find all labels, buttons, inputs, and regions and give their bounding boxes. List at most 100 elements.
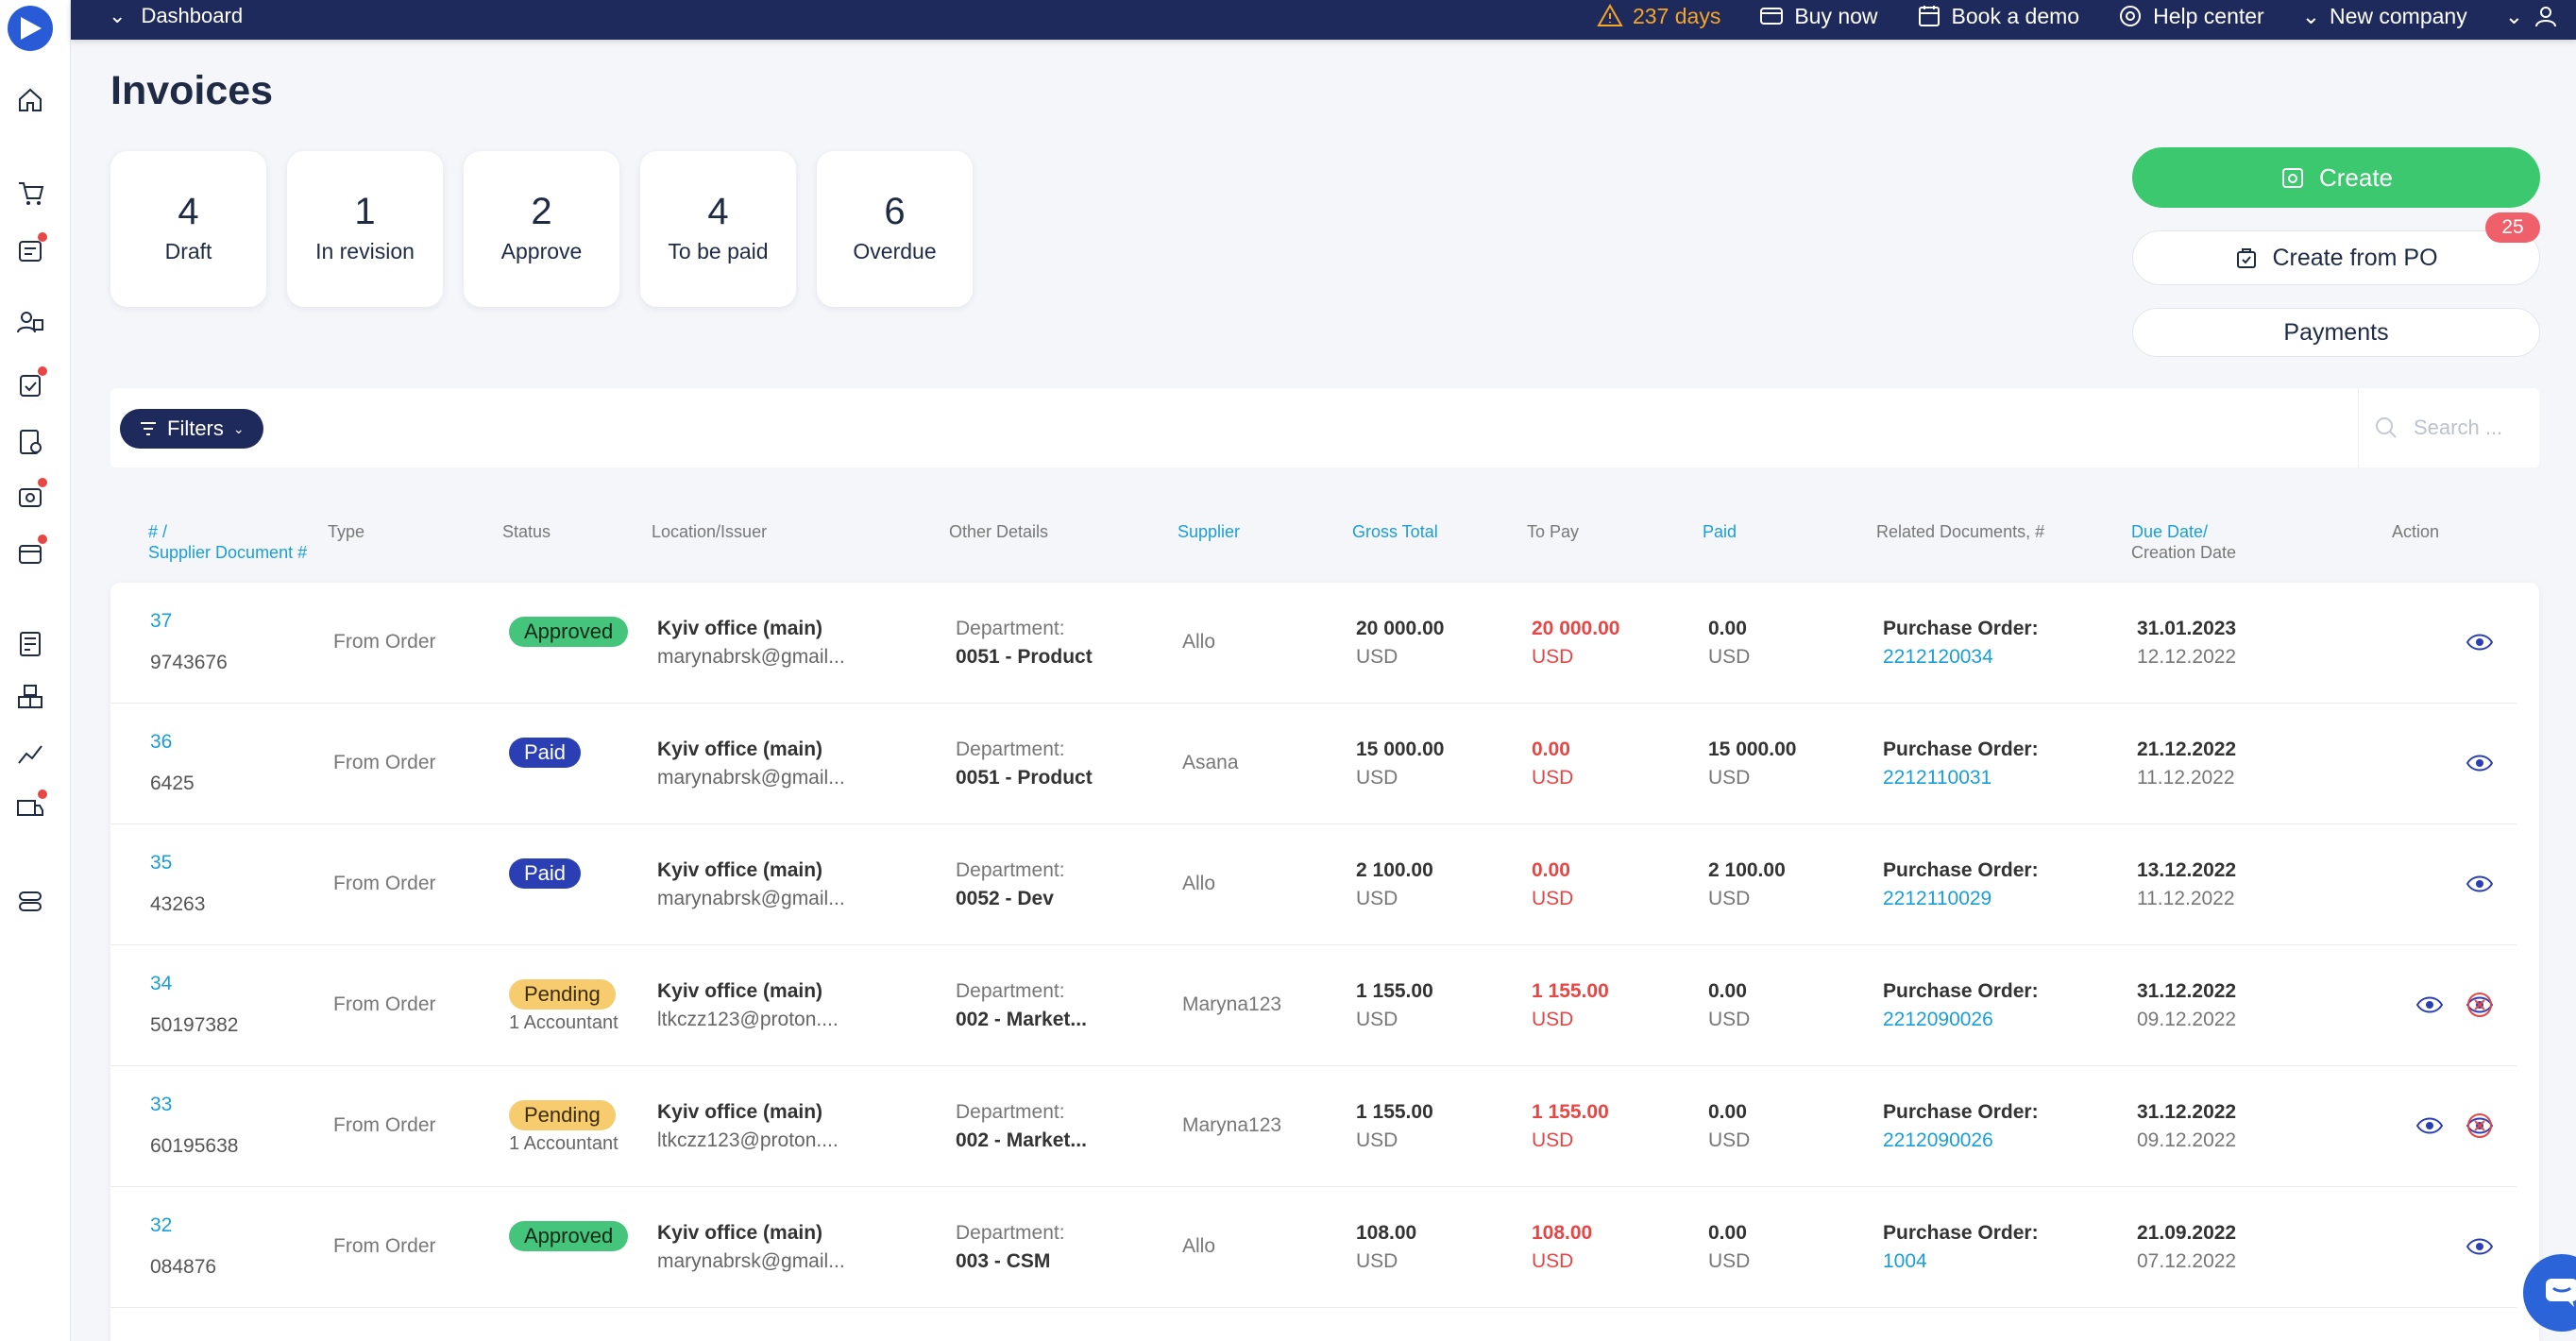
search-icon [2376,417,2397,438]
cart-icon[interactable] [15,178,45,208]
location-cell: Kyiv office (main) ltkczz123@proton.... [657,1098,839,1155]
location-cell: Kyiv office (main) marynabrsk@gmail... [657,615,845,671]
view-eye-icon[interactable] [2466,628,2494,656]
to-pay-amount: 20 000.00 [1532,618,1620,639]
trial-warning[interactable]: 237 days [1597,3,1720,29]
table-row[interactable]: 35 43263 From Order Paid Kyiv office (main) m… [110,824,2517,945]
table-row[interactable]: 33 60195638 From Order Pending 1 Accountant K… [110,1066,2517,1187]
department-value: 003 - CSM [956,1250,1051,1272]
department-label: Department: [956,1222,1065,1244]
type-cell: From Order [333,873,436,894]
app-logo[interactable] [8,6,53,51]
buy-now-link[interactable]: Buy now [1758,3,1878,29]
status-badge: Paid [509,738,582,768]
settings-icon[interactable] [15,886,45,916]
purchase-order-link[interactable]: 2212110029 [1883,888,1992,909]
to-pay-currency: USD [1532,888,1574,909]
gross-total-cell: 20 000.00 USD [1356,615,1444,671]
requests-icon[interactable] [15,232,47,266]
search-input[interactable]: Search ... [2358,388,2539,467]
stat-card-to-be-paid[interactable]: 4 To be paid [640,151,796,307]
user-menu[interactable]: ⌄ [2505,3,2559,29]
invoice-id-link[interactable]: 34 [150,973,173,994]
create-button[interactable]: Create [2132,147,2540,208]
col-gross-total[interactable]: Gross Total [1352,522,1438,541]
chat-icon [2546,1279,2576,1307]
status-badge: Paid [509,858,582,889]
other-details-cell: Department: 0051 - Product [956,615,1093,671]
invoice-id-link[interactable]: 35 [150,852,173,874]
col-number[interactable]: # / Supplier Document # [148,522,308,562]
invoice-id-link[interactable]: 36 [150,731,173,753]
supplier-document-number: 43263 [150,893,206,915]
to-pay-currency: USD [1532,1009,1574,1030]
invoice-id-link[interactable]: 37 [150,610,173,632]
supplier-document-number: 084876 [150,1256,217,1278]
payments-button[interactable]: Payments [2132,308,2540,357]
invoices-icon[interactable] [15,478,47,512]
gross-total-cell: 2 100.00 USD [1356,857,1433,913]
company-selector[interactable]: ⌄ New company [2302,4,2467,29]
col-paid[interactable]: Paid [1703,522,1737,541]
view-eye-icon[interactable] [2415,1112,2444,1140]
invoice-id-link[interactable]: 33 [150,1094,173,1115]
purchase-order-link[interactable]: 1004 [1883,1250,1927,1272]
view-eye-icon[interactable] [2466,1232,2494,1261]
reject-x-icon[interactable] [2466,991,2494,1019]
stat-card-overdue[interactable]: 6 Overdue [817,151,973,307]
analytics-icon[interactable] [15,738,45,769]
location-cell: Kyiv office (main) marynabrsk@gmail... [657,736,845,792]
table-row[interactable]: 36 6425 From Order Paid Kyiv office (main) ma… [110,704,2517,824]
book-demo-link[interactable]: Book a demo [1916,3,2079,29]
stat-value: 4 [178,191,199,232]
view-eye-icon[interactable] [2415,991,2444,1019]
purchase-order-link[interactable]: 2212090026 [1883,1009,1993,1030]
notification-dot [38,535,47,544]
view-eye-icon[interactable] [2466,870,2494,898]
create-from-po-button[interactable]: Create from PO [2132,230,2540,285]
to-pay-cell: 1 155.00 USD [1532,977,1609,1034]
supplier-cell: Maryna123 [1182,993,1282,1015]
supplier-cell: Maryna123 [1182,1114,1282,1136]
paid-currency: USD [1708,1129,1751,1151]
table-row[interactable]: 34 50197382 From Order Pending 1 Accountant K… [110,945,2517,1066]
purchase-order-link[interactable]: 2212120034 [1883,646,1993,668]
stat-card-approve[interactable]: 2 Approve [464,151,619,307]
issuer-email: marynabrsk@gmail... [657,646,845,668]
breadcrumb[interactable]: ⌄ Dashboard [109,4,243,28]
gross-currency: USD [1356,1250,1398,1272]
inventory-icon[interactable] [15,682,45,712]
budget-icon[interactable] [15,629,45,659]
table-row[interactable]: 37 9743676 From Order Approved Kyiv office (… [110,583,2517,704]
col-due-date[interactable]: Due Date/Creation Date [2131,522,2237,562]
home-icon[interactable] [15,85,45,115]
approvals-icon[interactable] [15,366,47,400]
purchase-order-link[interactable]: 2212110031 [1883,767,1992,789]
status-approver: 1 Accountant [509,1012,619,1033]
invoice-number-cell: 35 43263 [150,849,205,919]
stat-card-in-revision[interactable]: 1 In revision [287,151,443,307]
col-supplier[interactable]: Supplier [1178,522,1241,541]
purchase-order-link[interactable]: 2212090026 [1883,1129,1993,1151]
view-eye-icon[interactable] [2466,749,2494,777]
buy-now-label: Buy now [1794,3,1878,28]
orders-icon[interactable] [15,427,45,457]
stat-card-draft[interactable]: 4 Draft [110,151,266,307]
to-pay-amount: 1 155.00 [1532,980,1609,1002]
breadcrumb-dashboard[interactable]: Dashboard [141,4,244,27]
table-row[interactable]: 32 084876 From Order Approved Kyiv office (m… [110,1187,2517,1308]
notification-dot [38,232,47,242]
supplier-document-number: 60195638 [150,1135,239,1157]
credit-card-icon [1760,8,1784,25]
suppliers-icon[interactable] [15,307,45,337]
reject-x-icon[interactable] [2466,1112,2494,1140]
payments-icon[interactable] [15,535,47,569]
filter-bar: Filters ⌄ Search ... [110,388,2539,467]
invoices-table: 37 9743676 From Order Approved Kyiv office (… [110,583,2539,1341]
delivery-icon[interactable] [15,789,47,823]
help-center-link[interactable]: Help center [2117,3,2264,29]
filters-button[interactable]: Filters ⌄ [120,409,263,449]
invoice-number-cell: 37 9743676 [150,607,228,677]
department-value: 0052 - Dev [956,888,1054,909]
invoice-id-link[interactable]: 32 [150,1214,173,1236]
